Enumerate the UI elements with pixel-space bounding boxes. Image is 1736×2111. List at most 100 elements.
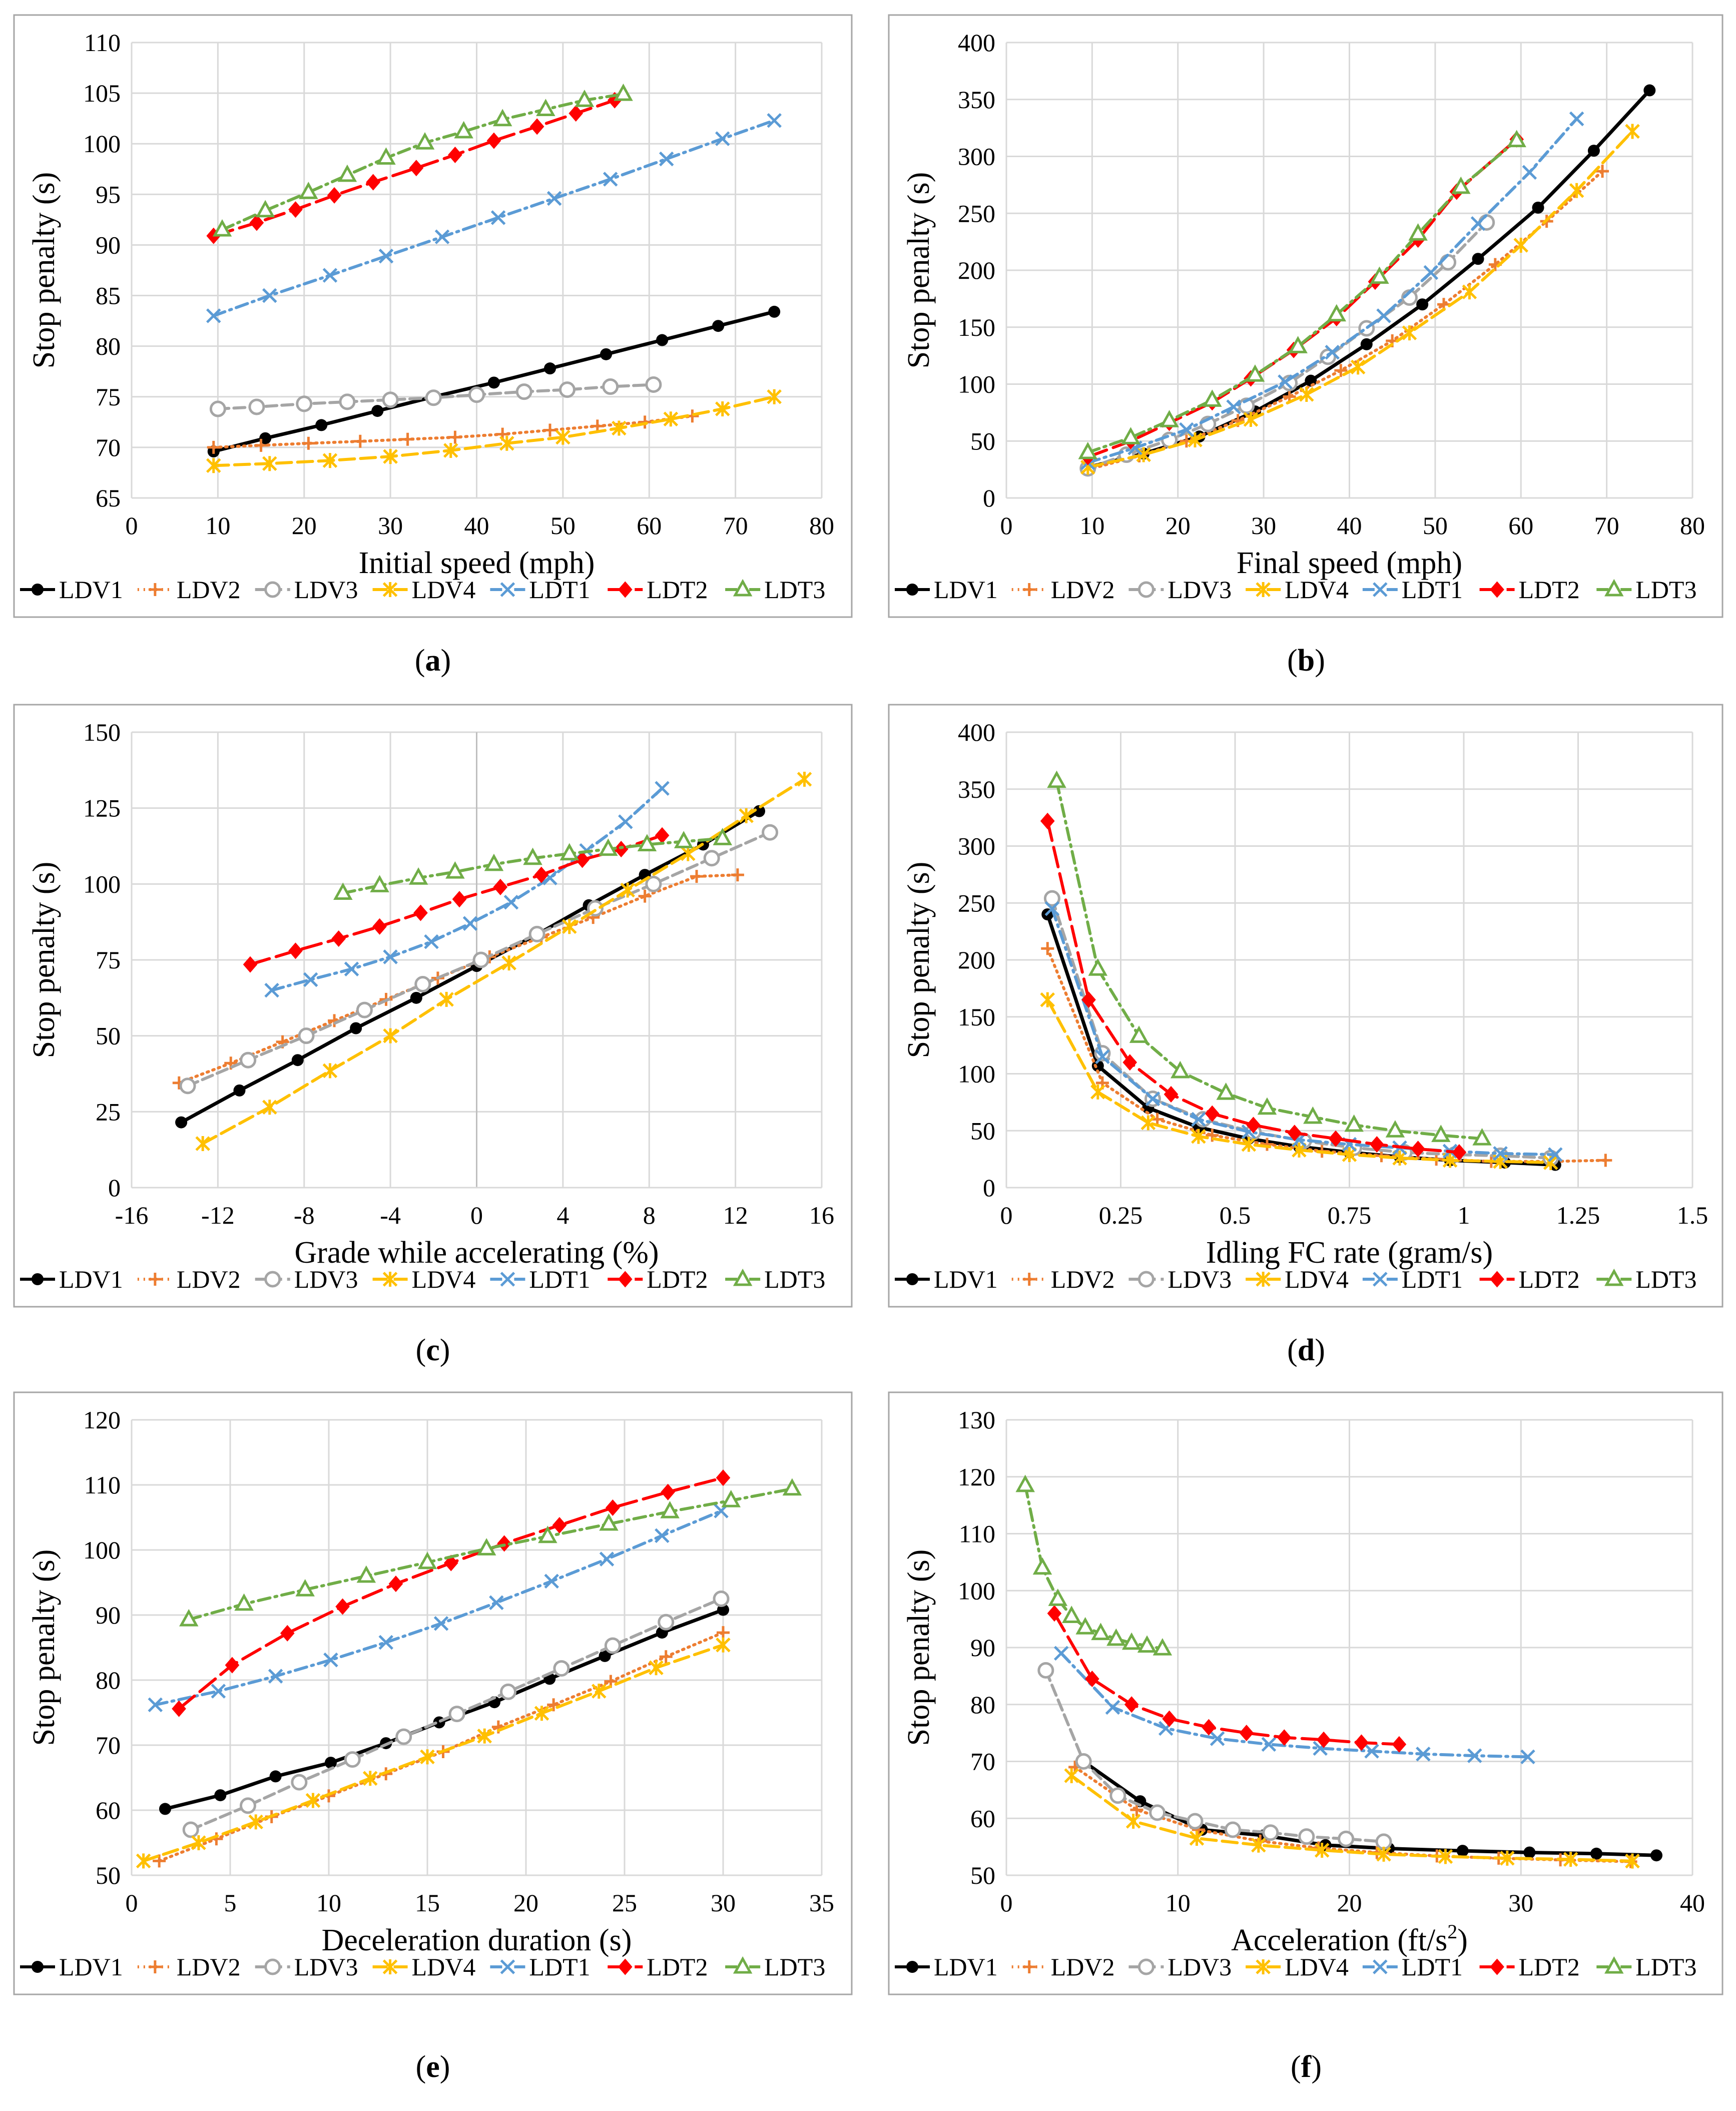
ldt2-point-8 [606,1499,620,1516]
legend-label: LDT3 [764,576,825,604]
y-tick-label: 50 [96,1861,121,1889]
legend-ldv3-point-0 [264,581,281,598]
ldv4-point-3 [305,1793,321,1808]
ldt3-point-7 [1344,1114,1364,1132]
ldt1-point-3 [323,1652,338,1668]
x-tick-label: 0 [126,511,138,540]
ldt1-point-2 [1179,422,1194,437]
legend-ldv1-point-0 [32,1961,44,1973]
ldv1-point-2 [315,419,328,431]
y-tick-label: 200 [958,256,995,284]
ldt1-point-7 [1416,1746,1431,1762]
ldv4-point-6 [555,429,570,445]
y-tick-label: 125 [83,794,121,822]
ldt3-point-9 [574,90,595,107]
ldv3-point-7 [1298,1828,1315,1845]
ldv4-point-3 [1251,1837,1266,1853]
y-tick-label: 110 [84,1471,121,1499]
legend-label: LDT1 [529,1953,590,1981]
legend-ldt1-point-0 [500,1272,515,1287]
ldv2-point-7 [547,1698,560,1712]
ldv3-point-3 [1149,1804,1166,1821]
legend-label: LDV3 [294,576,358,604]
ldv2-point-10 [1599,1154,1612,1167]
ldt3-point-1 [1032,1557,1052,1575]
ldt2-point-1 [249,214,264,231]
legend-ldt3-point-0 [1604,579,1624,597]
x-tick-label: 10 [1079,511,1104,540]
series-ldv4 [1040,992,1558,1170]
ldt1-point-4 [378,1635,394,1650]
legend-label: LDV2 [1051,576,1115,604]
series-ldt3 [212,83,633,237]
legend-ldv1-point-0 [906,1961,918,1973]
ldt3-point-4 [1216,1083,1236,1100]
ldv3-point-0 [1037,1662,1054,1679]
ldt1-point-4 [424,934,439,949]
ldv2-point-9 [638,415,652,429]
ldt2-point-0 [172,1700,186,1717]
ldt3-point-1 [1088,958,1108,976]
legend-ldt3-point-0 [733,1956,753,1974]
x-tick-label: 35 [809,1889,834,1917]
chart-panel-6: 50 60 70 80 90 100 110 120 130 0 10 20 30 40 Accelerat… [888,1391,1723,2084]
ldt2-point-7 [1328,1130,1343,1147]
legend-ldv4-point-0 [1256,582,1271,597]
ldv3-point-9 [602,378,619,395]
ldv1-point-8 [599,1650,611,1662]
ldt1-point-1 [262,288,277,303]
ldt3-point-3 [337,164,357,182]
ldt2-point-9 [1392,1736,1407,1753]
legend-label: LDT3 [1635,1953,1696,1981]
ldv4-point-4 [1299,386,1314,402]
ldt2-point-0 [1047,1605,1062,1622]
y-tick-label: 350 [958,775,995,803]
ldt2-point-3 [335,1598,350,1615]
legend-ldv1-point-0 [906,1273,918,1285]
legend-label: LDT1 [1402,1953,1463,1981]
ldt3-point-1 [370,875,389,892]
ldt2-point-9 [1411,1141,1425,1158]
series-line-ldv2 [1073,1765,1632,1863]
ldt1-point-2 [344,961,359,976]
ldv3-point-3 [344,1751,361,1768]
chart-panel-5: 50 60 70 80 90 100 110 120 0 5 10 15 20 25 30 35 Deceler… [13,1391,853,2084]
ldt3-point-2 [1160,410,1179,427]
ldt1-point-9 [715,131,730,146]
ldv4-point-7 [1500,1850,1515,1866]
ldt3-point-8 [637,834,657,851]
ldv1-point-3 [324,1757,337,1769]
ldv1-point-3 [371,405,384,417]
legend-item-ldt1: LDT1 [1362,576,1463,604]
ldt2-point-3 [372,918,387,935]
ldt3-point-9 [674,831,694,848]
legend-item-ldt3: LDT3 [725,576,825,604]
legend-item-ldv3: LDV3 [255,576,358,604]
y-tick-label: 70 [970,1748,995,1776]
ldv3-point-1 [239,1797,256,1814]
legend-label: LDV1 [934,576,998,604]
legend-ldv4-point-0 [382,582,398,597]
ldt3-point-8 [1137,1635,1157,1653]
y-tick-label: 60 [96,1796,121,1824]
y-tick-label: 100 [958,370,995,398]
ldt1-point-3 [1210,1731,1225,1746]
ldt3-point-5 [415,132,435,150]
legend-ldv4-point-0 [1256,1959,1271,1974]
y-tick-label: 80 [96,1666,121,1694]
legend-ldv2-point-0 [148,583,162,596]
ldt2-point-2 [280,1625,295,1642]
ldt2-point-2 [331,930,346,947]
ldt2-point-9 [568,105,584,122]
ldt1-point-0 [148,1697,163,1713]
legend-item-ldt1: LDT1 [490,1265,591,1293]
ldv3-point-2 [291,1774,308,1791]
ldv4-point-6 [477,1728,492,1744]
chart-frame [13,704,853,1308]
legend-item-ldv2: LDV2 [137,576,241,604]
legend-label: LDV1 [934,1953,998,1981]
ldt1-point-3 [378,248,394,264]
ldt3-point-4 [1075,1617,1095,1635]
legend: LDV1 LDV2 LDV3 LDV4 LDT1 LDT2 LDT3 [20,1953,825,1981]
